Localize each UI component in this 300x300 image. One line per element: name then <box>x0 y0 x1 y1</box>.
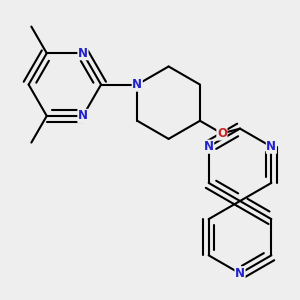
Text: N: N <box>78 110 88 122</box>
Text: N: N <box>132 78 142 91</box>
Text: O: O <box>217 127 227 140</box>
Text: N: N <box>266 140 276 153</box>
Text: N: N <box>235 267 245 280</box>
Text: N: N <box>78 47 88 60</box>
Text: N: N <box>204 140 214 153</box>
